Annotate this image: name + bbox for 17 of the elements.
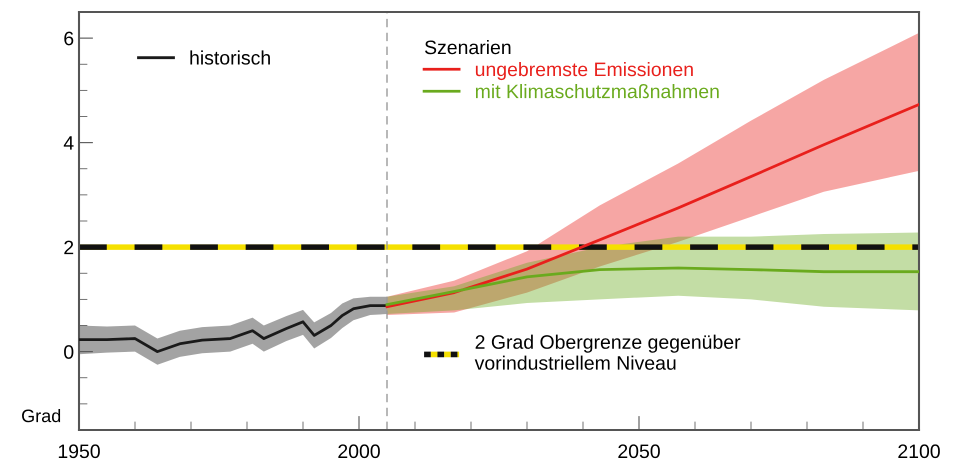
y-tick-label: 2	[64, 240, 74, 254]
legend-label: ungebremste Emissionen	[476, 62, 693, 80]
y-axis-title: Grad	[22, 408, 60, 422]
x-tick-label: 2050	[618, 444, 660, 458]
x-tick-label: 2000	[338, 444, 380, 458]
legend-label: historisch	[190, 50, 270, 65]
legend-title: Szenarien	[424, 40, 510, 54]
x-tick-label: 1950	[58, 444, 100, 458]
y-tick-label: 0	[64, 345, 74, 359]
line-series	[79, 304, 388, 354]
y-tick-label: 6	[64, 32, 74, 46]
x-tick-label: 2100	[898, 444, 940, 458]
line-series	[386, 266, 919, 306]
legend-label: 2 Grad Obergrenze gegenüber vorindustriellem Niveau	[474, 334, 740, 370]
y-tick-label: 4	[64, 136, 74, 150]
legend-label: mit Klimaschutzmaßnahmen	[476, 84, 719, 98]
line-series	[386, 103, 919, 308]
